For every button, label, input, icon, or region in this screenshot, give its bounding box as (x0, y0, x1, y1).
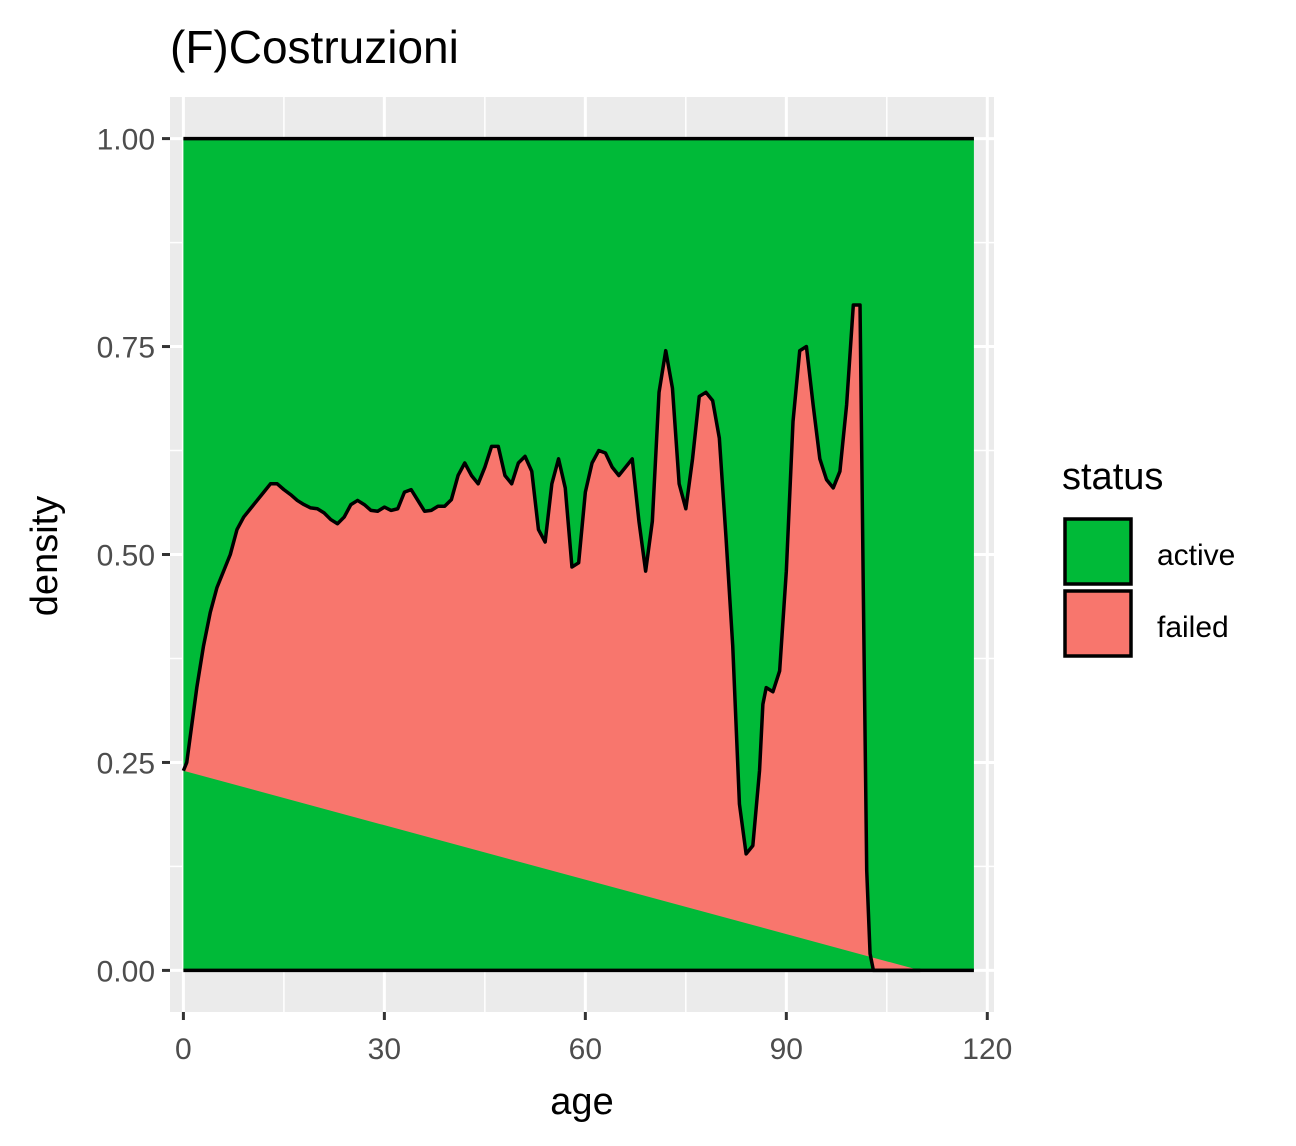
x-tick-label: 120 (962, 1033, 1012, 1066)
y-tick-label: 0.50 (97, 540, 155, 573)
y-tick-label: 0.25 (97, 747, 155, 780)
y-tick-label: 0.00 (97, 955, 155, 988)
x-axis: 0 30 60 90 120 (175, 1012, 1012, 1066)
y-tick-label: 1.00 (97, 124, 155, 157)
y-axis: 0.00 0.25 0.50 0.75 1.00 (97, 124, 170, 988)
legend-label-active: active (1157, 539, 1235, 572)
area-failed (183, 304, 921, 971)
legend-label-failed: failed (1157, 611, 1229, 644)
x-axis-title: age (550, 1081, 613, 1123)
legend-key-active (1063, 517, 1133, 586)
x-tick-label: 60 (569, 1033, 602, 1066)
legend-title: status (1062, 456, 1163, 498)
legend-key-failed (1063, 589, 1133, 658)
y-tick-label: 0.75 (97, 332, 155, 365)
line-boundary (181, 303, 921, 973)
chart-title: (F)Costruzioni (170, 21, 459, 73)
y-axis-title: density (24, 496, 66, 616)
x-tick-label: 30 (368, 1033, 401, 1066)
x-tick-label: 0 (175, 1033, 192, 1066)
x-tick-label: 90 (770, 1033, 803, 1066)
